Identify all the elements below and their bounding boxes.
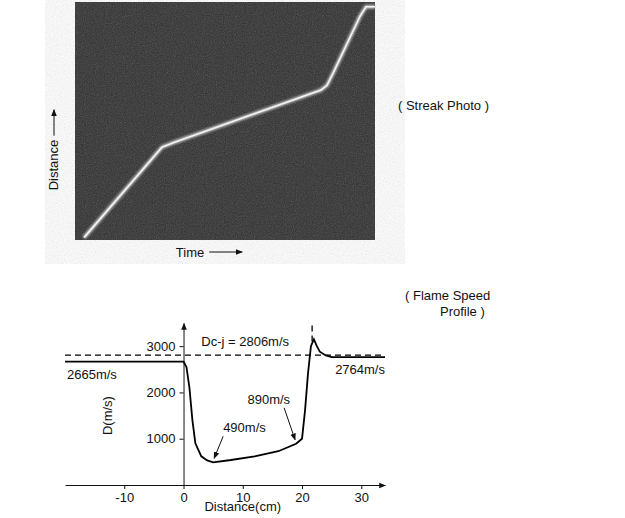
x-tick: -10 (115, 485, 134, 505)
annotation: Dc-j = 2806m/s (201, 334, 289, 349)
y-tick: 3000 (147, 339, 184, 354)
photo-x-arrow (209, 252, 242, 253)
dashed-line (311, 323, 312, 342)
photo-background (75, 2, 375, 240)
annotation: 490m/s (223, 420, 266, 435)
chart-title: ( Flame SpeedProfile ) (405, 288, 490, 319)
annotation: 2665m/s (67, 367, 117, 382)
photo-x-label: Time (176, 245, 204, 260)
y-axis-line (184, 324, 185, 486)
photo-y-arrow (54, 110, 55, 136)
y-tick-mark (180, 392, 184, 393)
photo-grain (75, 2, 375, 240)
annotation: 890m/s (247, 392, 290, 407)
y-tick-mark (180, 439, 184, 440)
x-axis-title: Distance(cm) (204, 499, 281, 514)
y-axis: 1000 2000 3000 (147, 324, 184, 486)
y-tick-label: 2000 (147, 385, 176, 400)
x-tick-mark (184, 485, 185, 489)
x-tick-mark (361, 485, 362, 489)
annotation-arrow (214, 436, 223, 458)
y-tick: 1000 (147, 431, 184, 446)
x-tick-mark (302, 485, 303, 489)
streak-trace (84, 7, 375, 238)
y-tick-label: 1000 (147, 431, 176, 446)
annotations: Dc-j = 2806m/s 2665m/s 490m/s 890m/s 2764m/s (67, 334, 385, 458)
annotation: 2764m/s (335, 362, 385, 377)
x-tick-label: 30 (355, 490, 369, 505)
figure: ( Streak Photo )DistanceTime-10010203010… (0, 0, 625, 518)
x-tick: 30 (355, 485, 369, 505)
photo-title: ( Streak Photo ) (398, 98, 489, 113)
streak-glow (84, 7, 375, 238)
y-tick-mark (180, 346, 184, 347)
x-tick-label: -10 (115, 490, 134, 505)
streak-photo (75, 2, 375, 240)
speed-line (65, 339, 385, 462)
y-tick: 2000 (147, 385, 184, 400)
x-tick-label: 0 (180, 490, 187, 505)
x-axis-line (66, 485, 386, 486)
dashed-line (65, 354, 385, 355)
x-tick: 0 (180, 485, 187, 505)
x-tick: 20 (295, 485, 309, 505)
x-tick-label: 20 (295, 490, 309, 505)
photo-y-label: Distance (46, 140, 61, 191)
x-tick-mark (124, 485, 125, 489)
annotation-arrow (284, 408, 295, 440)
y-tick-label: 3000 (147, 339, 176, 354)
y-axis-title: D(m/s) (100, 396, 115, 435)
plot-marks (65, 323, 385, 462)
x-tick-mark (243, 485, 244, 489)
